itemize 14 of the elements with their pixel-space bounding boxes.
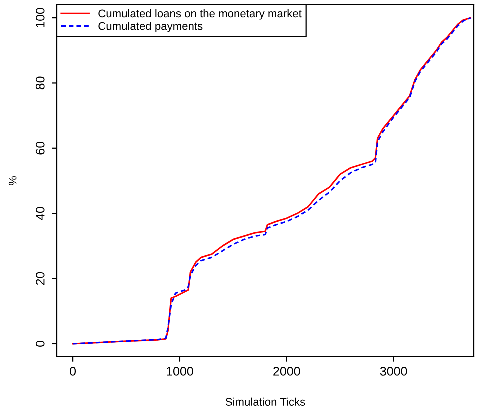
legend-label: Cumulated payments	[98, 22, 203, 32]
x-tick-label: 3000	[380, 367, 408, 376]
y-tick-label: 40	[36, 207, 45, 220]
x-tick-label: 2000	[274, 367, 300, 376]
legend-label: Cumulated loans on the monetary market	[98, 9, 302, 20]
y-axis-title: %	[8, 176, 17, 186]
x-tick-label: 0	[70, 367, 76, 376]
y-tick-label: 0	[36, 340, 45, 347]
x-axis-title: Simulation Ticks	[226, 398, 306, 406]
y-tick-label: 60	[36, 142, 45, 155]
y-tick-label: 100	[36, 8, 45, 28]
y-tick-label: 80	[36, 76, 45, 90]
x-tick-label: 1000	[167, 367, 194, 376]
y-tick-label: 20	[36, 272, 45, 286]
